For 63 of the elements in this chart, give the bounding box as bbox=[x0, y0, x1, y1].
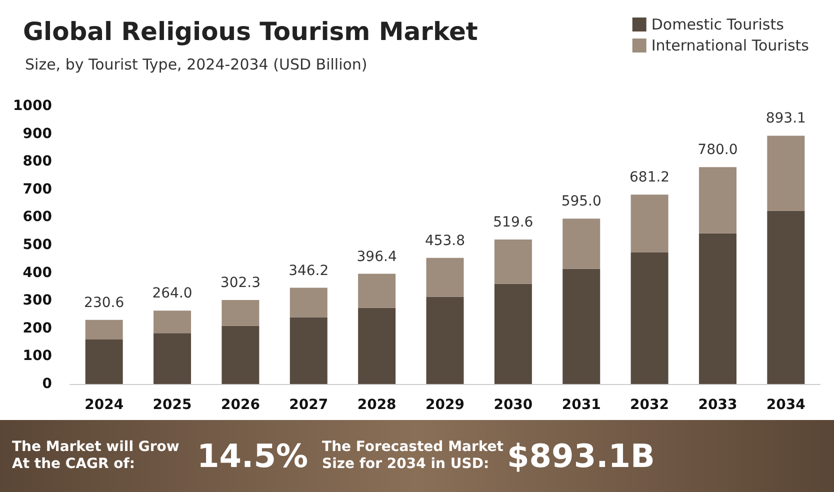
bar bbox=[562, 218, 600, 269]
bar bbox=[562, 268, 600, 384]
x-tick-label: 2031 bbox=[562, 397, 601, 413]
total-label: 681.2 bbox=[630, 170, 670, 186]
y-tick-label: 200 bbox=[22, 320, 52, 336]
x-tick-label: 2028 bbox=[357, 397, 396, 413]
bar bbox=[290, 288, 328, 318]
y-tick-label: 900 bbox=[22, 126, 52, 142]
x-tick-label: 2026 bbox=[220, 397, 260, 413]
x-tick-label: 2029 bbox=[426, 397, 464, 413]
y-tick-label: 1000 bbox=[13, 98, 52, 114]
chart-subtitle: Size, by Tourist Type, 2024-2034 (USD Billion) bbox=[25, 56, 368, 74]
bar bbox=[154, 333, 192, 384]
total-label: 396.4 bbox=[356, 248, 397, 265]
legend-label: Domestic Tourists bbox=[651, 16, 784, 34]
bar bbox=[630, 252, 668, 384]
x-tick-label: 2033 bbox=[698, 397, 738, 413]
bar bbox=[767, 136, 805, 211]
bar bbox=[222, 300, 260, 326]
y-tick-label: 0 bbox=[42, 376, 52, 392]
bar bbox=[290, 317, 328, 384]
y-tick-label: 300 bbox=[22, 292, 52, 309]
bar bbox=[494, 240, 532, 284]
bar bbox=[698, 233, 736, 384]
y-tick-label: 800 bbox=[22, 154, 52, 170]
legend-label: International Tourists bbox=[651, 36, 810, 54]
bar bbox=[698, 167, 736, 234]
total-label: 230.6 bbox=[84, 294, 124, 311]
total-label: 302.3 bbox=[220, 274, 260, 291]
bar bbox=[630, 194, 668, 253]
text: 14.5% bbox=[197, 437, 308, 475]
x-tick-label: 2030 bbox=[494, 397, 533, 413]
y-tick-label: 700 bbox=[22, 181, 52, 198]
bar bbox=[494, 284, 532, 384]
x-tick-label: 2032 bbox=[630, 397, 670, 413]
x-tick-label: 2024 bbox=[84, 397, 124, 413]
y-tick-label: 500 bbox=[22, 237, 52, 253]
total-label: 519.6 bbox=[493, 214, 534, 231]
x-tick-label: 2027 bbox=[289, 397, 328, 413]
text: The Forecasted Market Size for 2034 in USD: bbox=[322, 439, 504, 473]
text: $893.1B bbox=[507, 437, 655, 475]
text: The Market will Grow At the CAGR of: bbox=[12, 439, 180, 473]
bar bbox=[85, 320, 123, 340]
bar bbox=[358, 274, 396, 308]
bar bbox=[154, 310, 192, 334]
total-label: 346.2 bbox=[288, 262, 329, 279]
y-tick-label: 100 bbox=[22, 348, 52, 364]
total-label: 893.1 bbox=[766, 110, 806, 127]
bar bbox=[222, 326, 260, 384]
chart-title: Global Religious Tourism Market bbox=[23, 17, 478, 46]
bar bbox=[426, 296, 464, 384]
bar bbox=[85, 340, 123, 384]
bar bbox=[767, 210, 805, 384]
bar bbox=[426, 258, 464, 297]
total-label: 264.0 bbox=[152, 286, 192, 302]
x-tick-label: 2025 bbox=[152, 397, 192, 413]
y-tick-label: 600 bbox=[22, 209, 52, 226]
bar bbox=[358, 308, 396, 384]
total-label: 453.8 bbox=[424, 232, 466, 249]
y-tick-label: 400 bbox=[22, 264, 52, 281]
total-label: 780.0 bbox=[698, 142, 738, 158]
x-tick-label: 2034 bbox=[766, 397, 806, 413]
total-label: 595.0 bbox=[561, 194, 602, 210]
